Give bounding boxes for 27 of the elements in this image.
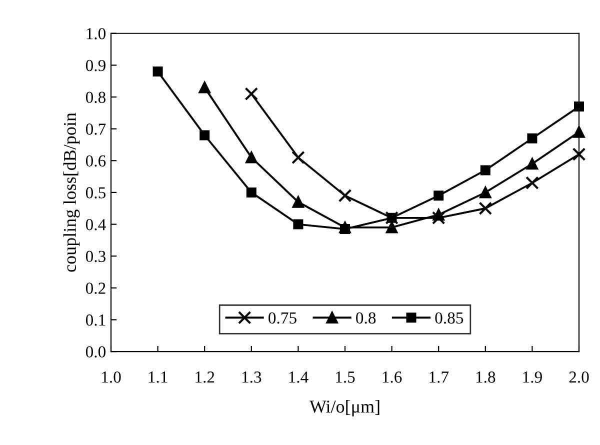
y-tick-label: 0.8 xyxy=(86,92,106,104)
y-tick-label: 0.1 xyxy=(86,314,106,326)
y-tick-label: 0.6 xyxy=(86,155,106,167)
x-tick-label: 1.7 xyxy=(430,372,449,383)
y-tick-label: 0.3 xyxy=(86,250,106,262)
y-tick-label: 0.0 xyxy=(86,346,106,358)
y-tick-label: 0.4 xyxy=(86,218,106,230)
y-tick-label: 0.5 xyxy=(86,187,106,198)
x-tick-label: 1.4 xyxy=(289,372,308,383)
x-tick-label: 2.0 xyxy=(569,371,589,383)
x-tick-label: 1.2 xyxy=(196,372,214,383)
x-tick-label: 1.1 xyxy=(148,372,168,383)
x-tick-label: 1.8 xyxy=(476,371,496,383)
legend-label: 0.8 xyxy=(356,312,376,324)
y-axis-title: coupling loss[dB/poin xyxy=(63,112,80,272)
x-axis-title: Wi/o[μm] xyxy=(309,400,380,416)
y-tick-label: 0.9 xyxy=(86,60,106,72)
x-tick-label: 1.3 xyxy=(242,372,262,383)
x-tick-label: 1.6 xyxy=(382,372,402,383)
x-tick-label: 1.0 xyxy=(102,371,121,383)
legend-label: 0.85 xyxy=(435,312,464,324)
legend-label: 0.75 xyxy=(268,312,296,324)
y-tick-label: 0.7 xyxy=(86,124,106,135)
y-tick-label: 0.2 xyxy=(86,282,106,294)
x-tick-label: 1.9 xyxy=(523,372,542,383)
x-tick-label: 1.5 xyxy=(336,372,355,383)
y-tick-label: 1.0 xyxy=(86,28,106,40)
